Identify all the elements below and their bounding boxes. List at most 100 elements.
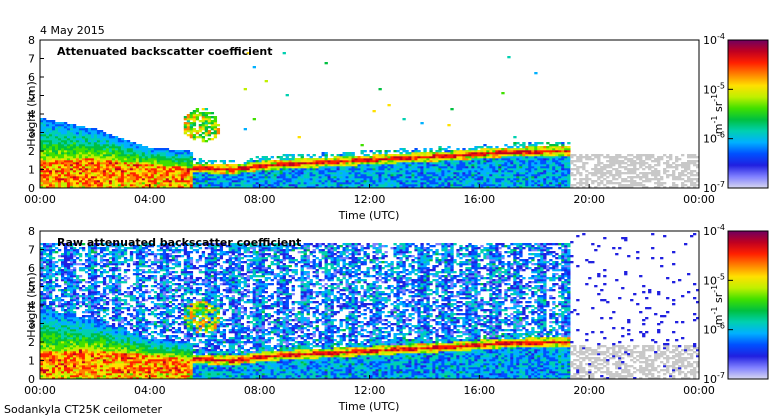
heatmap-cell	[426, 160, 430, 163]
heatmap-cell	[525, 158, 529, 161]
heatmap-cell	[477, 154, 481, 157]
heatmap-cell	[96, 148, 101, 151]
heatmap-cell	[168, 178, 173, 181]
heatmap-cell	[195, 184, 200, 187]
heatmap-cell	[43, 321, 47, 324]
heatmap-cell	[462, 158, 466, 161]
heatmap-cell	[48, 150, 53, 153]
heatmap-cell	[501, 152, 505, 155]
heatmap-cell	[594, 180, 598, 183]
heatmap-cell	[249, 184, 253, 187]
heatmap-cell	[60, 305, 65, 308]
heatmap-cell	[171, 176, 176, 179]
heatmap-cell	[102, 162, 107, 165]
heatmap-cell	[633, 168, 637, 171]
heatmap-cell	[273, 166, 277, 169]
heatmap-cell	[99, 166, 104, 169]
heatmap-cell	[471, 148, 475, 151]
heatmap-cell	[72, 180, 77, 183]
heatmap-cell	[489, 170, 493, 173]
heatmap-cell	[156, 152, 161, 155]
heatmap-cell	[285, 162, 289, 165]
heatmap-cell	[261, 178, 265, 181]
heatmap-cell	[99, 140, 104, 143]
heatmap-cell	[447, 170, 451, 173]
heatmap-cell	[45, 176, 50, 179]
heatmap-cell	[360, 144, 364, 147]
heatmap-cell	[423, 164, 427, 167]
heatmap-cell	[252, 180, 256, 183]
heatmap-cell	[585, 162, 589, 165]
heatmap-cell	[414, 164, 418, 167]
heatmap-cell	[78, 371, 83, 374]
heatmap-cell	[66, 343, 71, 346]
heatmap-cell	[417, 178, 421, 181]
heatmap-cell	[48, 285, 53, 288]
heatmap-cell	[120, 172, 125, 175]
heatmap-cell	[297, 182, 301, 185]
heatmap-cell	[54, 351, 59, 354]
heatmap-cell	[78, 255, 83, 258]
heatmap-cell	[45, 269, 50, 272]
heatmap-cell	[351, 180, 355, 183]
heatmap-cell	[219, 166, 224, 169]
heatmap-cell	[48, 184, 53, 187]
heatmap-cell	[69, 293, 74, 296]
heatmap-cell	[675, 160, 679, 163]
heatmap-cell	[45, 160, 50, 163]
heatmap-cell	[147, 158, 152, 161]
heatmap-cell	[90, 132, 95, 135]
heatmap-cell	[522, 176, 526, 179]
heatmap-cell	[345, 178, 349, 181]
heatmap-cell	[66, 186, 71, 188]
heatmap-cell	[162, 156, 167, 159]
heatmap-cell	[480, 182, 484, 185]
heatmap-cell	[105, 144, 110, 147]
heatmap-cell	[558, 166, 562, 169]
heatmap-cell	[40, 305, 44, 308]
heatmap-cell	[54, 361, 59, 364]
heatmap-cell	[75, 138, 80, 141]
heatmap-cell	[138, 176, 143, 179]
heatmap-cell	[108, 170, 113, 173]
heatmap-cell	[636, 162, 640, 165]
heatmap-cell	[318, 184, 322, 187]
heatmap-cell	[546, 178, 550, 181]
heatmap-cell	[339, 184, 343, 187]
heatmap-cell	[465, 150, 469, 153]
heatmap-cell	[78, 144, 83, 147]
heatmap-cell	[204, 112, 209, 115]
heatmap-cell	[87, 164, 92, 167]
heatmap-cell	[231, 168, 236, 171]
heatmap-cell	[420, 122, 424, 125]
heatmap-cell	[567, 166, 571, 169]
heatmap-cell	[43, 126, 47, 129]
heatmap-cell	[378, 152, 382, 155]
heatmap-cell	[40, 375, 44, 378]
heatmap-cell	[78, 369, 83, 372]
heatmap-cell	[675, 156, 679, 159]
heatmap-cell	[159, 162, 164, 165]
heatmap-cell	[186, 122, 191, 125]
heatmap-cell	[69, 285, 74, 288]
heatmap-cell	[435, 152, 439, 155]
heatmap-cell	[150, 186, 155, 188]
heatmap-cell	[69, 178, 74, 181]
heatmap-cell	[201, 120, 206, 123]
heatmap-cell	[453, 162, 457, 165]
heatmap-cell	[69, 319, 74, 322]
heatmap-cell	[522, 184, 526, 187]
heatmap-cell	[552, 146, 556, 149]
heatmap-cell	[66, 182, 71, 185]
heatmap-cell	[72, 130, 77, 133]
heatmap-cell	[546, 176, 550, 179]
heatmap-cell	[294, 168, 298, 171]
heatmap-cell	[108, 186, 113, 188]
heatmap-cell	[225, 182, 230, 185]
heatmap-cell	[501, 162, 505, 165]
heatmap-cell	[81, 144, 86, 147]
heatmap-cell	[576, 158, 580, 161]
heatmap-cell	[195, 168, 200, 171]
heatmap-cell	[69, 315, 74, 318]
heatmap-cell	[129, 144, 134, 147]
